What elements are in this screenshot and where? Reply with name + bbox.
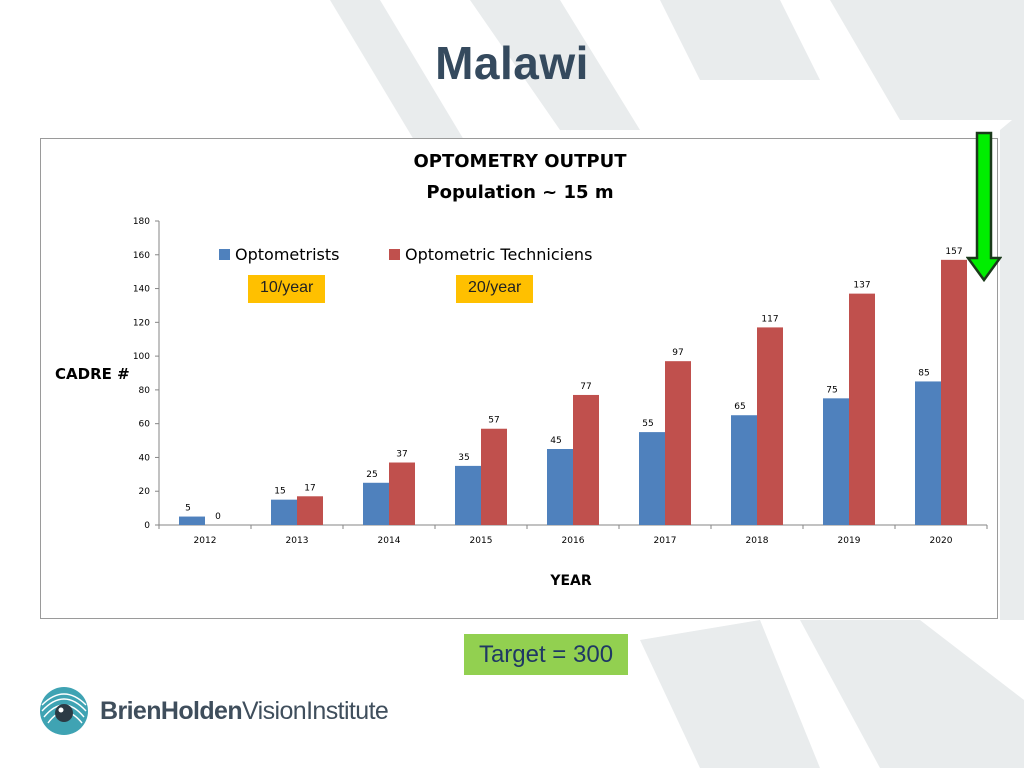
bar-optometrists xyxy=(639,432,665,525)
y-tick-label: 180 xyxy=(133,217,150,227)
logo-word-vision: Vision xyxy=(242,696,307,725)
logo-text: BrienHoldenVisionInstitute xyxy=(100,696,389,726)
chart-subtitle: Population ~ 15 m xyxy=(426,182,614,203)
x-axis-label: YEAR xyxy=(550,573,592,589)
y-tick-label: 40 xyxy=(139,453,151,463)
data-label: 97 xyxy=(672,348,683,358)
bar-technicians xyxy=(941,259,967,525)
x-tick-label: 2014 xyxy=(378,536,401,546)
data-label: 25 xyxy=(366,470,377,480)
data-label: 5 xyxy=(185,504,191,514)
y-tick-label: 140 xyxy=(133,285,150,295)
data-label: 65 xyxy=(734,402,745,412)
legend-label-technicians: Optometric Techniciens xyxy=(405,245,593,264)
data-label: 75 xyxy=(826,385,837,395)
x-tick-label: 2013 xyxy=(286,536,309,546)
data-label: 37 xyxy=(396,450,407,460)
bar-technicians xyxy=(665,361,691,525)
bar-optometrists xyxy=(179,516,205,525)
eye-logo-icon xyxy=(40,687,88,735)
legend-item-technicians: Optometric Techniciens xyxy=(389,245,592,264)
data-label: 157 xyxy=(945,247,962,257)
logo-word-holden: Holden xyxy=(160,696,243,725)
x-tick-label: 2017 xyxy=(654,536,677,546)
data-label: 35 xyxy=(458,453,469,463)
y-tick-label: 80 xyxy=(139,386,151,396)
data-label: 77 xyxy=(580,382,591,392)
y-tick-label: 60 xyxy=(139,420,151,430)
chart-title: OPTOMETRY OUTPUT xyxy=(413,151,627,172)
bar-technicians xyxy=(297,496,323,525)
data-label: 15 xyxy=(274,487,285,497)
data-label: 85 xyxy=(918,368,929,378)
down-arrow-icon xyxy=(966,131,1002,283)
logo-word-brien: Brien xyxy=(100,696,162,725)
x-tick-label: 2015 xyxy=(470,536,493,546)
chart-container: 0 20 40 60 80 100 120 140 160 180 2012 2013 2014 2015… xyxy=(40,138,998,619)
bar-technicians xyxy=(389,462,415,525)
y-tick-label: 100 xyxy=(133,352,150,362)
x-tick-label: 2012 xyxy=(194,536,217,546)
x-tick-label: 2020 xyxy=(930,536,953,546)
legend-label-optometrists: Optometrists xyxy=(235,245,340,264)
slide-title: Malawi xyxy=(435,37,589,89)
y-axis-label: CADRE # xyxy=(55,365,130,383)
bar-optometrists xyxy=(271,499,297,525)
x-tick-label: 2019 xyxy=(838,536,861,546)
data-label: 17 xyxy=(304,483,315,493)
y-tick-label: 0 xyxy=(144,521,150,531)
data-label: 137 xyxy=(853,281,870,291)
technicians-rate-badge: 20/year xyxy=(456,275,534,303)
y-tick-label: 160 xyxy=(133,251,150,261)
data-label: 45 xyxy=(550,436,561,446)
data-label: 55 xyxy=(642,419,653,429)
y-tick-label: 20 xyxy=(139,487,151,497)
bar-technicians xyxy=(573,394,599,525)
legend-swatch-optometrists xyxy=(219,249,230,260)
bar-technicians xyxy=(849,293,875,525)
bar-chart: 0 20 40 60 80 100 120 140 160 180 2012 2013 2014 2015… xyxy=(133,217,988,546)
x-tick-label: 2018 xyxy=(746,536,769,546)
bar-technicians xyxy=(481,428,507,525)
bar-optometrists xyxy=(363,482,389,525)
bar-optometrists xyxy=(915,381,941,525)
data-label: 117 xyxy=(761,314,778,324)
brien-holden-logo: BrienHoldenVisionInstitute xyxy=(38,685,389,737)
optometrists-rate-badge: 10/year xyxy=(248,275,326,303)
bar-optometrists xyxy=(731,415,757,525)
legend-swatch-technicians xyxy=(389,249,400,260)
bar-optometrists xyxy=(547,449,573,525)
logo-word-institute: Institute xyxy=(306,696,389,725)
y-tick-label: 120 xyxy=(133,318,150,328)
data-label: 0 xyxy=(215,512,221,522)
target-label: Target = 300 xyxy=(464,634,628,675)
data-label: 57 xyxy=(488,416,499,426)
bar-optometrists xyxy=(455,465,481,525)
bar-technicians xyxy=(757,327,783,525)
x-tick-label: 2016 xyxy=(562,536,585,546)
legend-item-optometrists: Optometrists xyxy=(219,245,339,264)
bar-optometrists xyxy=(823,398,849,525)
